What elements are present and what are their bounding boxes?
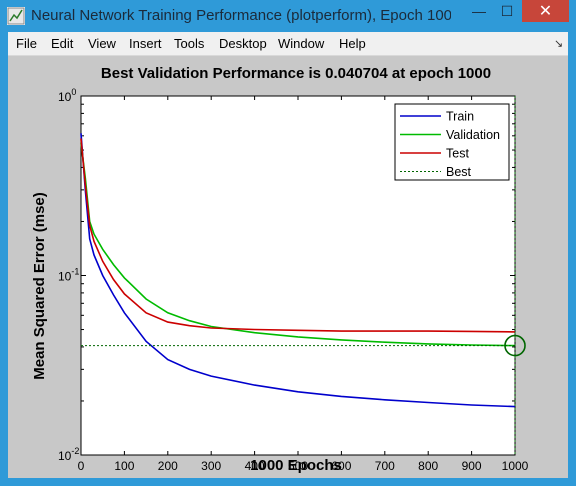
x-tick-label: 500 bbox=[288, 459, 308, 473]
series-group bbox=[80, 96, 526, 455]
menu-tools[interactable]: Tools bbox=[174, 36, 205, 51]
legend-label-test: Test bbox=[446, 147, 469, 161]
minimize-button[interactable]: — bbox=[472, 3, 486, 19]
performance-chart: Best Validation Performance is 0.040704 … bbox=[31, 65, 529, 474]
menu-desktop[interactable]: Desktop bbox=[219, 36, 267, 51]
x-tick-label: 200 bbox=[158, 459, 178, 473]
x-tick-label: 900 bbox=[462, 459, 482, 473]
legend: Train Validation Test Best bbox=[394, 103, 510, 181]
x-tick-label: 300 bbox=[201, 459, 221, 473]
chart-title: Best Validation Performance is 0.040704 … bbox=[101, 65, 491, 82]
series-line-train bbox=[80, 133, 516, 408]
axis-ticks: 0 100 200 300 400 500 600 700 800 900 1000 100 10-1 1… bbox=[58, 87, 529, 473]
window-title: Neural Network Training Performance (plo… bbox=[31, 7, 451, 24]
menu-edit[interactable]: Edit bbox=[51, 36, 74, 51]
matlab-figure-icon bbox=[7, 7, 25, 25]
dock-arrow-icon[interactable]: ↘ bbox=[554, 38, 564, 50]
menu-bar: File Edit View Insert Tools Desktop Wind… bbox=[8, 32, 568, 56]
x-tick-label: 700 bbox=[375, 459, 395, 473]
x-tick-label: 0 bbox=[78, 459, 85, 473]
menu-help[interactable]: Help bbox=[339, 36, 366, 51]
series-line-validation bbox=[80, 142, 516, 347]
x-tick-label: 100 bbox=[114, 459, 134, 473]
menu-view[interactable]: View bbox=[88, 36, 116, 51]
y-axis-label: Mean Squared Error (mse) bbox=[31, 192, 48, 380]
menu-window[interactable]: Window bbox=[278, 36, 325, 51]
best-marker bbox=[504, 334, 526, 357]
legend-label-validation: Validation bbox=[446, 128, 500, 142]
x-axis-label: 1000 Epochs bbox=[250, 457, 342, 474]
figure-client-area: File Edit View Insert Tools Desktop Wind… bbox=[8, 32, 568, 478]
x-tick-label: 800 bbox=[418, 459, 438, 473]
y-tick-label: 10-1 bbox=[58, 267, 79, 284]
menu-file[interactable]: File bbox=[16, 36, 37, 51]
title-bar[interactable]: Neural Network Training Performance (plo… bbox=[0, 0, 576, 32]
x-tick-label: 400 bbox=[245, 459, 265, 473]
x-tick-label: 600 bbox=[331, 459, 351, 473]
close-button[interactable]: ✕ bbox=[522, 0, 569, 22]
x-tick-label: 1000 bbox=[502, 459, 529, 473]
legend-label-train: Train bbox=[446, 110, 474, 124]
y-tick-label: 100 bbox=[58, 87, 76, 104]
menu-insert[interactable]: Insert bbox=[129, 36, 162, 51]
series-line-test bbox=[80, 138, 516, 333]
y-tick-label: 10-2 bbox=[58, 446, 79, 463]
maximize-button[interactable]: ☐ bbox=[500, 2, 514, 19]
legend-label-best: Best bbox=[446, 165, 472, 179]
